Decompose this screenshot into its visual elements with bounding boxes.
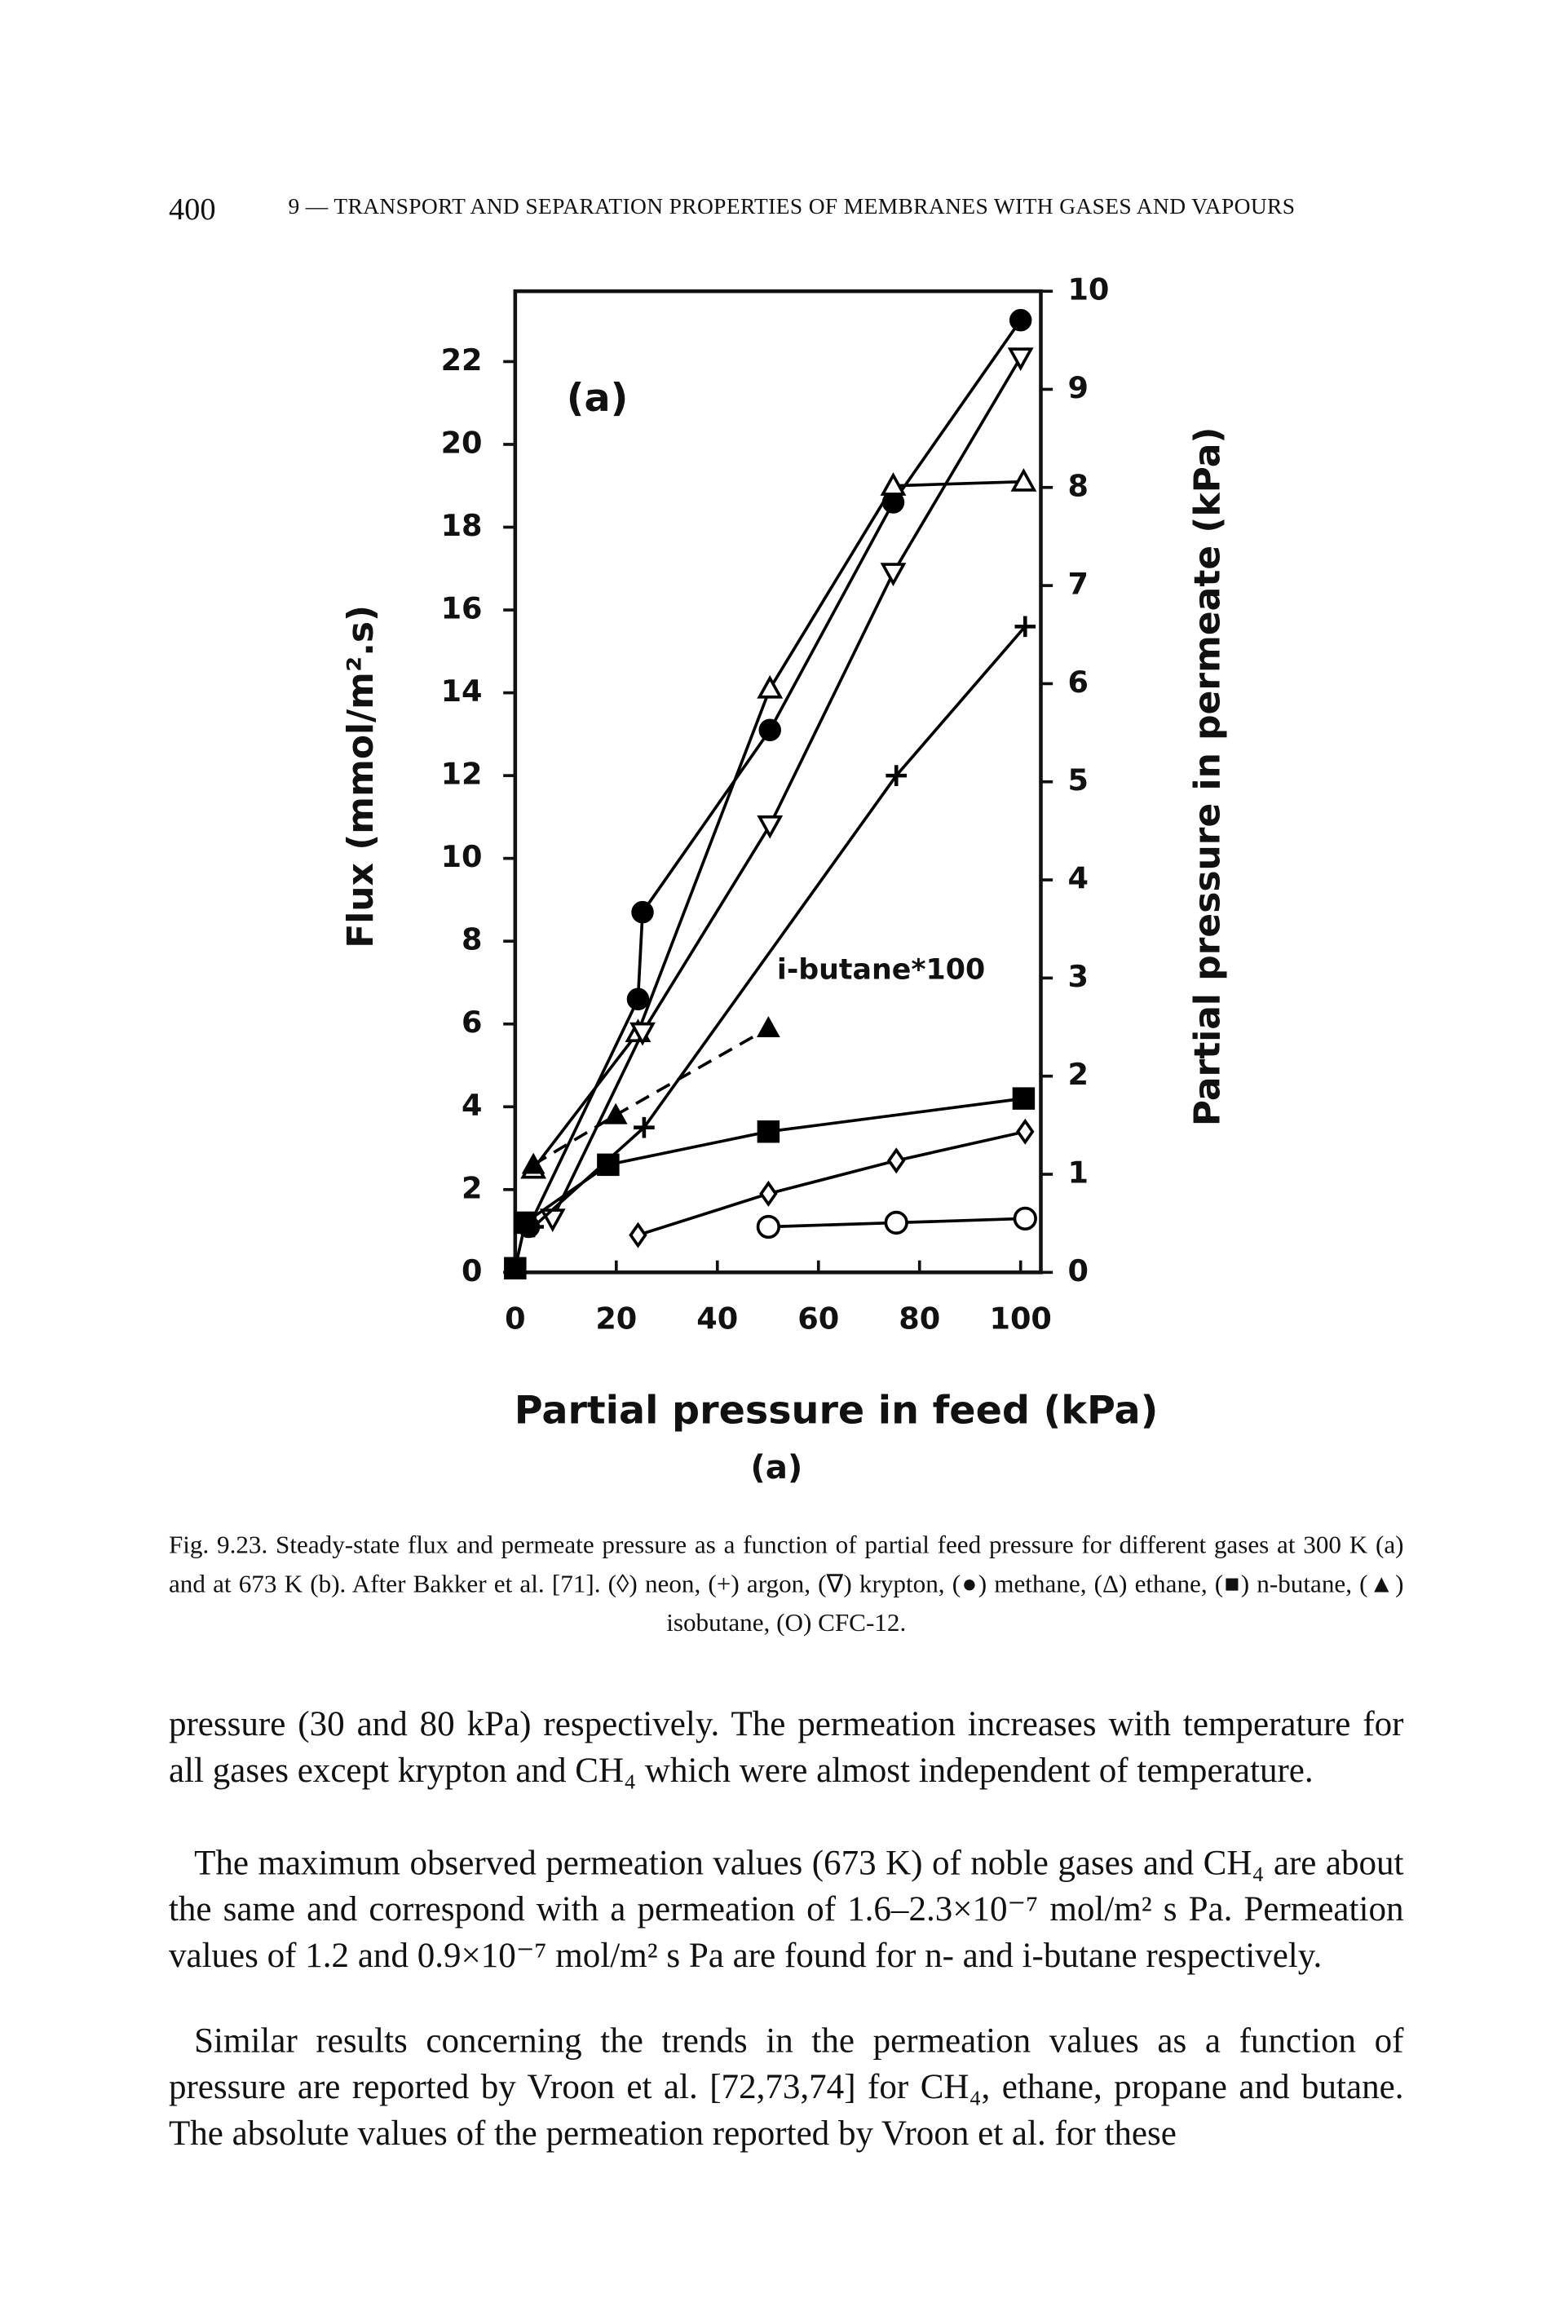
marker (758, 718, 781, 742)
x-tick-label: 100 (989, 1301, 1051, 1336)
marker (1014, 616, 1036, 638)
y-tick-label: 2 (462, 1170, 482, 1205)
y2-tick-label: 7 (1067, 567, 1088, 602)
y2-tick-label: 2 (1067, 1057, 1088, 1092)
series-line (527, 319, 1023, 1228)
y2-tick-label: 1 (1067, 1155, 1088, 1191)
annotation: i-butane*100 (777, 953, 985, 986)
x-tick-label: 60 (797, 1301, 839, 1336)
marker (1009, 308, 1032, 332)
x-tick-label: 0 (505, 1301, 525, 1336)
paragraph: The maximum observed permeation values (… (168, 1844, 1404, 1976)
y2-tick-label: 3 (1067, 959, 1088, 994)
marker (1012, 1087, 1036, 1110)
marker (634, 1116, 655, 1138)
marker (629, 1222, 647, 1248)
y2-tick-label: 9 (1067, 370, 1088, 405)
marker (880, 472, 907, 496)
y-tick-label: 18 (441, 508, 483, 543)
y-tick-label: 10 (441, 839, 483, 874)
marker (521, 1152, 545, 1174)
marker (1016, 1118, 1035, 1145)
panel-label: (a) (567, 376, 629, 421)
series-line (637, 1129, 1026, 1237)
y2-axis-label: Partial pressure in permeate (kPa) (1186, 427, 1228, 1127)
y2-tick-label: 0 (1067, 1253, 1088, 1288)
marker (886, 1147, 906, 1174)
marker (514, 1211, 537, 1235)
y-tick-label: 4 (462, 1088, 482, 1123)
marker (757, 1120, 780, 1143)
marker (603, 1102, 628, 1124)
y-axis-label: Flux (mmol/m².s) (340, 605, 382, 948)
y2-tick-label: 4 (1067, 861, 1088, 896)
y-tick-label: 14 (441, 674, 483, 709)
y2-tick-label: 8 (1067, 468, 1088, 503)
marker (539, 1208, 566, 1232)
y-tick-label: 20 (441, 425, 483, 460)
page-number: 400 (168, 191, 216, 228)
marker (631, 900, 654, 924)
marker (1010, 468, 1037, 492)
running-title: 9 — TRANSPORT AND SEPARATION PROPERTIES … (288, 195, 1296, 220)
marker (759, 1180, 778, 1207)
marker (757, 815, 784, 839)
figure-caption: Fig. 9.23. Steady-state flux and permeat… (168, 1531, 1404, 1637)
paragraph: pressure (30 and 80 kPa) respectively. T… (168, 1705, 1404, 1791)
marker (626, 987, 650, 1011)
y-tick-label: 0 (462, 1253, 482, 1288)
paragraph: Similar results concerning the trends in… (168, 2021, 1404, 2154)
y2-tick-label: 6 (1067, 665, 1088, 700)
marker (886, 765, 908, 786)
marker (597, 1153, 620, 1177)
x-tick-label: 40 (696, 1301, 738, 1336)
marker (504, 1257, 527, 1280)
x-tick-label: 20 (595, 1301, 637, 1336)
marker (756, 1214, 781, 1239)
y-tick-label: 12 (441, 757, 483, 792)
marker (1007, 347, 1034, 371)
marker (1013, 1206, 1037, 1231)
marker (757, 1016, 780, 1037)
sub-label: (a) (750, 1448, 802, 1487)
x-tick-label: 80 (899, 1301, 940, 1336)
y-tick-label: 22 (441, 342, 483, 378)
marker (757, 674, 784, 699)
marker (629, 1022, 656, 1046)
y-tick-label: 8 (462, 922, 482, 957)
y-tick-label: 6 (462, 1005, 482, 1040)
series-line (551, 356, 1023, 1220)
y2-tick-label: 5 (1067, 762, 1088, 797)
marker (880, 563, 907, 586)
marker (884, 1210, 908, 1235)
y-tick-label: 16 (441, 591, 483, 626)
x-axis-label: Partial pressure in feed (kPa) (515, 1389, 1159, 1434)
chart: (a) i-butane*100 Partial pressure in fee… (340, 272, 1228, 1487)
y2-tick-label: 10 (1067, 272, 1109, 307)
